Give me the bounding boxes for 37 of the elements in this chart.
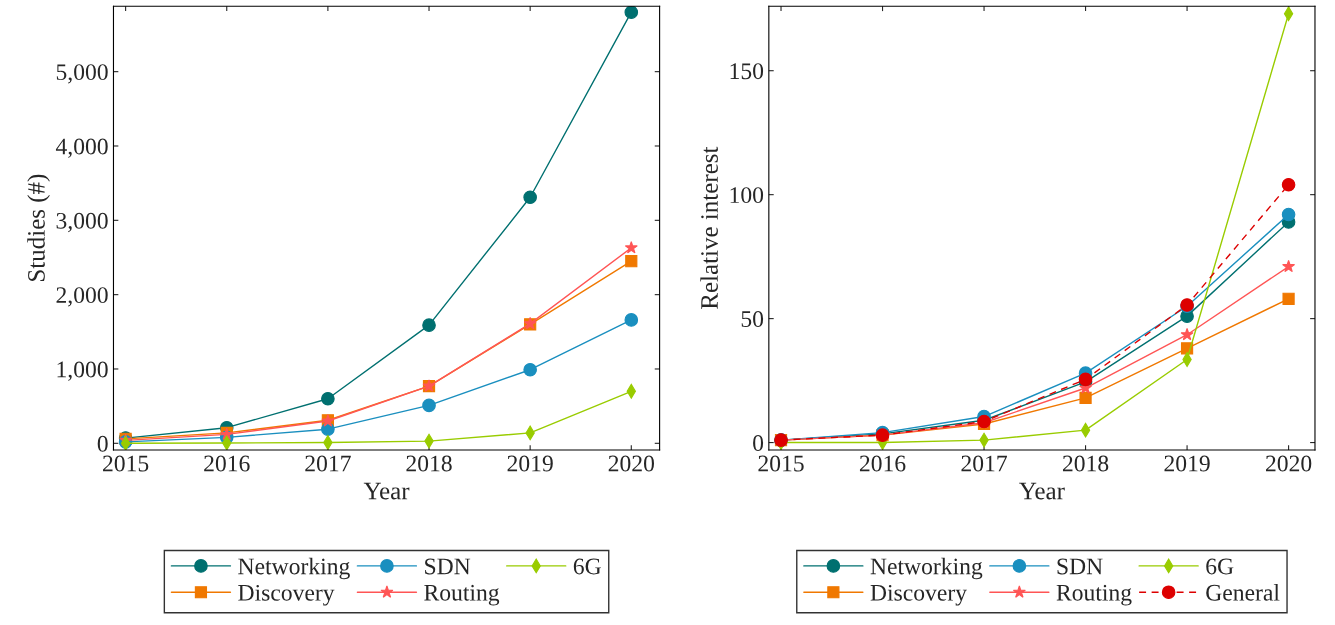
legend-label: Routing <box>424 584 500 606</box>
x-tick-label: 2018 <box>406 455 452 472</box>
legend-label: Routing <box>1056 584 1132 606</box>
legend-label: 6G <box>1206 558 1234 575</box>
x-tick-label: 2017 <box>305 455 351 472</box>
legend-label: Networking <box>870 557 983 580</box>
x-tick-label: 2019 <box>1164 455 1210 472</box>
x-axis-title: Year <box>1019 482 1065 500</box>
legend-label: General <box>1206 584 1280 601</box>
y-tick-label: 5,000 <box>56 64 108 84</box>
legend-label: 6G <box>573 558 601 575</box>
legend-label: Discovery <box>870 584 967 606</box>
x-tick-label: 2017 <box>961 455 1007 472</box>
y-tick-label: 50 <box>741 311 764 328</box>
x-tick-label: 2019 <box>507 455 553 472</box>
legend-label: Networking <box>238 557 350 580</box>
legend-label: Discovery <box>238 584 335 606</box>
x-tick-label: 2015 <box>103 455 149 472</box>
y-tick-label: 4,000 <box>55 138 108 158</box>
x-tick-label: 2018 <box>1062 455 1109 472</box>
x-axis-title: Year <box>363 482 410 500</box>
legend-label: SDN <box>425 558 471 575</box>
legend-label: SDN <box>1057 558 1103 575</box>
y-tick-label: 1,000 <box>57 361 108 381</box>
y-tick-label: 3,000 <box>56 212 108 233</box>
x-tick-label: 2016 <box>859 455 906 472</box>
y-tick-label: 0 <box>97 435 108 452</box>
y-tick-label: 0 <box>753 435 764 451</box>
y-tick-label: 2,000 <box>56 287 108 307</box>
y-axis-title: Studies (#) <box>27 174 50 281</box>
x-tick-label: 2020 <box>608 455 654 472</box>
y-tick-label: 150 <box>730 63 764 80</box>
x-tick-label: 2020 <box>1266 455 1312 472</box>
x-tick-label: 2015 <box>758 455 804 472</box>
x-tick-label: 2016 <box>204 455 250 472</box>
y-axis-title: Relative interest <box>700 146 718 309</box>
y-tick-label: 100 <box>730 187 764 204</box>
